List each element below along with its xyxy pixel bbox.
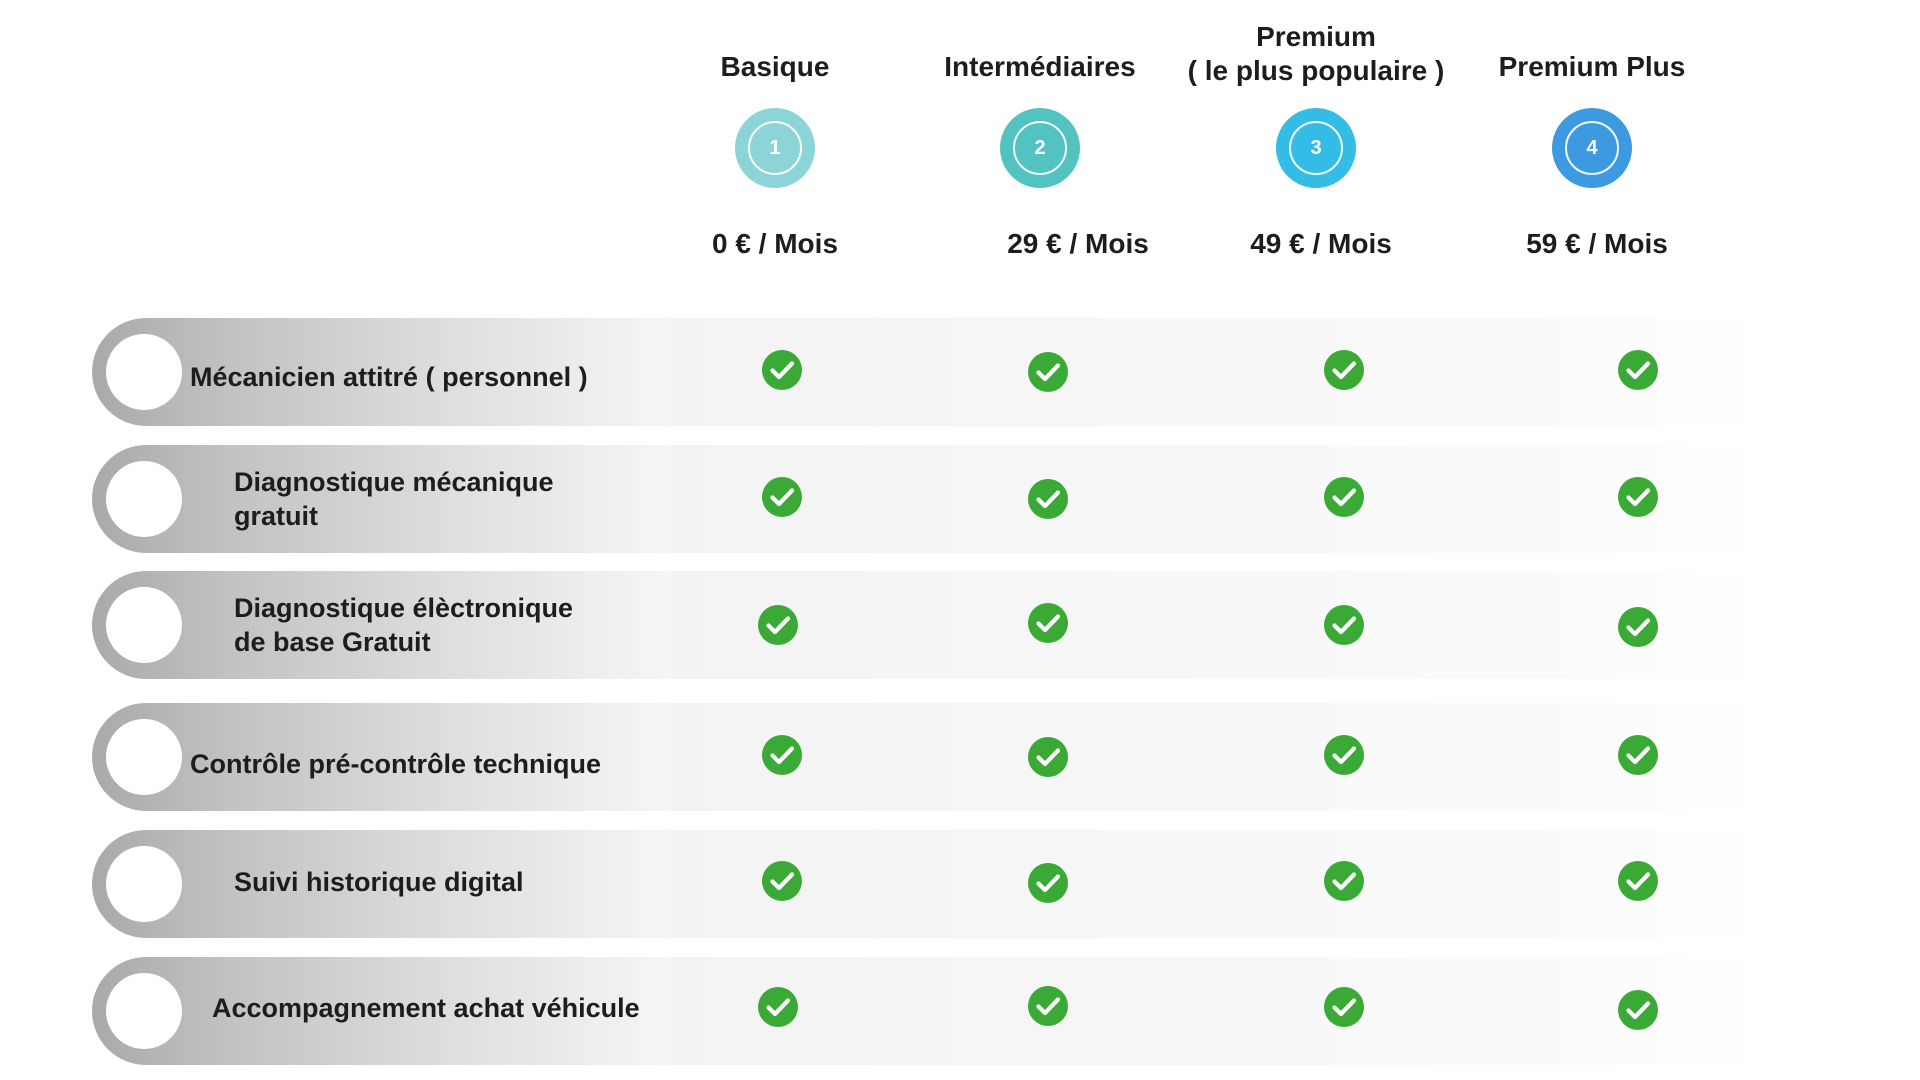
feature-label-line1: Mécanicien attitré ( personnel ): [190, 362, 588, 392]
check-circle-icon: [1323, 734, 1365, 776]
feature-pill: [92, 445, 672, 553]
feature-label-line1: Diagnostique élèctronique: [234, 593, 574, 623]
plan-price: 49 € / Mois: [1250, 228, 1392, 259]
plan-name: Basique: [635, 50, 915, 84]
plan-price: 0 € / Mois: [711, 228, 839, 259]
plan-name-line2: ( le plus populaire ): [1187, 55, 1445, 86]
plan-number-badge: 1: [735, 108, 815, 188]
plan-column-premium: Premium ( le plus populaire ) 3 49 € / M…: [1176, 0, 1456, 270]
feature-label-line2: de base Gratuit: [234, 627, 431, 657]
check-circle-icon: [1323, 986, 1365, 1028]
feature-row: Diagnostique mécanique gratuit: [92, 445, 1760, 553]
check-circle-icon: [761, 860, 803, 902]
row-background: [672, 957, 1760, 1065]
feature-label-line1: Diagnostique mécanique: [234, 467, 554, 497]
plan-name: Premium Plus: [1452, 50, 1732, 84]
check-circle-icon: [761, 349, 803, 391]
plan-number-badge: 3: [1276, 108, 1356, 188]
check-circle-icon: [1617, 734, 1659, 776]
feature-label: Accompagnement achat véhicule: [212, 991, 640, 1025]
plan-price: 59 € / Mois: [1526, 228, 1668, 259]
plan-number: 1: [748, 121, 802, 175]
pill-circle: [106, 719, 182, 795]
check-circle-icon: [1323, 604, 1365, 646]
feature-label: Diagnostique élèctronique de base Gratui…: [234, 591, 573, 659]
plan-name: Premium ( le plus populaire ): [1176, 20, 1456, 88]
feature-row: Accompagnement achat véhicule: [92, 957, 1760, 1065]
plan-name-line1: Basique: [720, 51, 830, 82]
check-circle-icon: [1027, 602, 1069, 644]
check-circle-icon: [1323, 349, 1365, 391]
feature-row: Diagnostique élèctronique de base Gratui…: [92, 571, 1760, 679]
feature-row: Suivi historique digital: [92, 830, 1760, 938]
plan-number-badge: 2: [1000, 108, 1080, 188]
plan-number: 2: [1013, 121, 1067, 175]
plan-name: Intermédiaires: [900, 50, 1180, 84]
pill-circle: [106, 587, 182, 663]
check-circle-icon: [1617, 860, 1659, 902]
check-circle-icon: [1617, 606, 1659, 648]
check-circle-icon: [1617, 476, 1659, 518]
feature-pill: [92, 830, 672, 938]
plan-column-intermediaires: Intermédiaires 2 29 € / Mois: [900, 0, 1180, 270]
check-circle-icon: [1027, 736, 1069, 778]
row-background: [672, 703, 1760, 811]
feature-label: Mécanicien attitré ( personnel ): [190, 360, 588, 394]
feature-label: Contrôle pré-contrôle technique: [190, 747, 601, 781]
check-circle-icon: [1617, 989, 1659, 1031]
plan-name-line1: Premium: [1256, 21, 1376, 52]
pill-circle: [106, 973, 182, 1049]
feature-pill: [92, 957, 672, 1065]
row-background: [672, 445, 1760, 553]
plan-name-line1: Intermédiaires: [944, 51, 1136, 82]
check-circle-icon: [761, 476, 803, 518]
check-circle-icon: [1323, 476, 1365, 518]
check-circle-icon: [1027, 985, 1069, 1027]
feature-row: Contrôle pré-contrôle technique: [92, 703, 1760, 811]
plan-column-premium-plus: Premium Plus 4 59 € / Mois: [1452, 0, 1732, 270]
feature-label-line1: Suivi historique digital: [234, 867, 524, 897]
plan-price: 29 € / Mois: [1007, 228, 1149, 259]
check-circle-icon: [1027, 351, 1069, 393]
plan-number: 4: [1565, 121, 1619, 175]
check-circle-icon: [757, 604, 799, 646]
feature-label-line2: gratuit: [234, 501, 318, 531]
check-circle-icon: [757, 986, 799, 1028]
feature-label: Diagnostique mécanique gratuit: [234, 465, 554, 533]
row-background: [672, 571, 1760, 679]
pill-circle: [106, 846, 182, 922]
feature-label-line1: Contrôle pré-contrôle technique: [190, 749, 602, 779]
plan-column-basique: Basique 1 0 € / Mois: [635, 0, 915, 270]
feature-pill: [92, 571, 672, 679]
plan-number-badge: 4: [1552, 108, 1632, 188]
feature-pill: [92, 703, 672, 811]
check-circle-icon: [1027, 862, 1069, 904]
feature-label: Suivi historique digital: [234, 865, 524, 899]
check-circle-icon: [1323, 860, 1365, 902]
feature-row: Mécanicien attitré ( personnel ): [92, 318, 1760, 426]
pill-circle: [106, 334, 182, 410]
plan-name-line1: Premium Plus: [1498, 51, 1686, 82]
check-circle-icon: [1027, 478, 1069, 520]
row-background: [672, 830, 1760, 938]
pill-circle: [106, 461, 182, 537]
plan-number: 3: [1289, 121, 1343, 175]
row-background: [672, 318, 1760, 426]
feature-pill: [92, 318, 672, 426]
check-circle-icon: [761, 734, 803, 776]
feature-label-line1: Accompagnement achat véhicule: [212, 993, 640, 1023]
check-circle-icon: [1617, 349, 1659, 391]
